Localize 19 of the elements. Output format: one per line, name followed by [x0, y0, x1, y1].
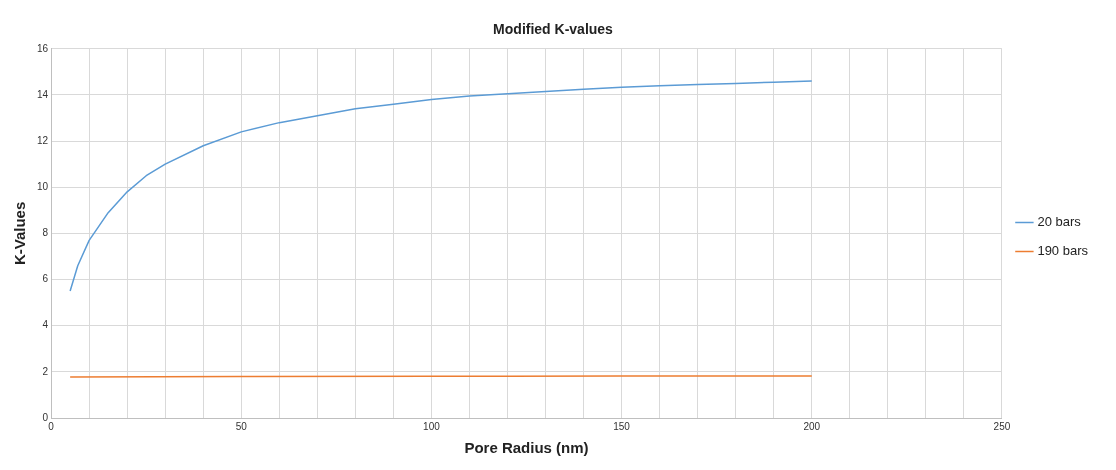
x-tick-label: 150: [613, 420, 631, 432]
y-tick-label: 14: [37, 88, 49, 100]
y-tick-label: 2: [42, 365, 49, 377]
legend-label: 190 bars: [1037, 243, 1089, 259]
y-tick-label: 6: [42, 273, 49, 285]
x-tick-label: 250: [993, 420, 1011, 432]
y-tick-label: 16: [37, 42, 49, 54]
y-tick-label: 0: [42, 411, 49, 423]
y-tick-label: 8: [42, 227, 49, 239]
y-tick-label: 12: [37, 134, 49, 146]
y-tick-label: 4: [42, 319, 49, 331]
y-tick-label: 10: [37, 181, 49, 192]
x-tick-label: 50: [235, 420, 248, 432]
x-tick-label: 200: [803, 420, 821, 432]
x-axis-title: Pore Radius (nm): [464, 439, 589, 457]
x-tick-label: 100: [423, 420, 441, 432]
y-axis-title: K-Values: [11, 201, 29, 266]
chart-title: Modified K-values: [493, 21, 614, 38]
legend-label: 20 bars: [1037, 214, 1082, 230]
